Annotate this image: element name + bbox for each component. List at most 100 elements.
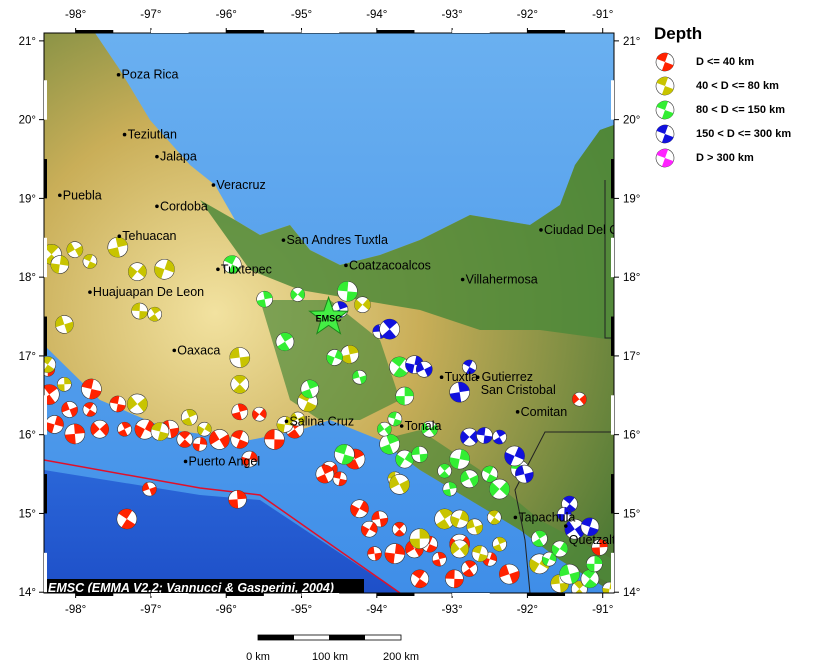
legend-ball[interactable] (654, 51, 676, 73)
event-beachball[interactable] (298, 377, 321, 400)
event-beachball[interactable] (113, 505, 141, 533)
event-beachball[interactable] (386, 410, 403, 427)
event-beachball[interactable] (375, 419, 395, 439)
event-beachball[interactable] (324, 347, 345, 368)
event-beachball[interactable] (497, 561, 522, 586)
event-beachball[interactable] (458, 557, 480, 579)
epicenter-marker[interactable]: EMSC (308, 295, 350, 335)
event-beachball[interactable] (80, 400, 99, 419)
event-beachball[interactable] (549, 538, 571, 560)
event-beachball[interactable] (579, 515, 602, 538)
event-beachball[interactable] (106, 235, 130, 259)
event-beachball[interactable] (385, 353, 413, 381)
event-beachball[interactable] (179, 407, 200, 428)
event-beachball[interactable] (447, 536, 472, 561)
event-beachball[interactable] (337, 281, 359, 303)
event-beachball[interactable] (264, 429, 285, 450)
event-beachball[interactable] (414, 359, 435, 380)
event-beachball[interactable] (591, 539, 608, 556)
event-beachball[interactable] (358, 518, 380, 540)
event-beachball[interactable] (230, 402, 250, 422)
event-beachball[interactable] (220, 253, 244, 277)
event-beachball[interactable] (206, 426, 233, 453)
event-beachball[interactable] (435, 461, 455, 481)
event-beachball[interactable] (131, 302, 148, 320)
event-beachball[interactable] (485, 475, 513, 503)
event-beachball[interactable] (79, 377, 103, 401)
event-beachball[interactable] (81, 252, 99, 270)
event-beachball[interactable] (557, 506, 572, 522)
event-beachball[interactable] (228, 489, 247, 509)
event-beachball[interactable] (470, 544, 490, 564)
event-beachball[interactable] (557, 562, 581, 586)
event-beachball[interactable] (131, 416, 158, 443)
legend-ball[interactable] (654, 99, 676, 121)
event-beachball[interactable] (411, 446, 429, 463)
event-beachball[interactable] (288, 409, 307, 428)
event-beachball[interactable] (418, 418, 440, 440)
event-beachball[interactable] (57, 376, 72, 392)
event-beachball[interactable] (390, 519, 410, 539)
event-beachball[interactable] (108, 395, 127, 414)
event-beachball[interactable] (115, 420, 134, 439)
event-beachball[interactable] (484, 508, 504, 528)
event-beachball[interactable] (145, 304, 164, 323)
event-beachball[interactable] (528, 528, 550, 550)
event-beachball[interactable] (371, 510, 389, 528)
event-beachball[interactable] (149, 421, 171, 443)
event-beachball[interactable] (377, 431, 403, 457)
event-beachball[interactable] (457, 467, 481, 491)
legend-ball[interactable] (654, 147, 676, 169)
event-beachball[interactable] (50, 254, 70, 274)
event-beachball[interactable] (395, 386, 414, 406)
event-beachball[interactable] (332, 442, 357, 467)
event-beachball[interactable] (561, 515, 589, 543)
legend-ball[interactable] (654, 75, 676, 97)
event-beachball[interactable] (376, 315, 404, 343)
event-beachball[interactable] (586, 555, 603, 573)
event-beachball[interactable] (540, 550, 558, 568)
event-beachball[interactable] (152, 257, 177, 282)
event-beachball[interactable] (501, 443, 527, 469)
event-beachball[interactable] (255, 290, 274, 309)
event-beachball[interactable] (442, 481, 458, 497)
event-beachball[interactable] (195, 420, 214, 439)
event-beachball[interactable] (273, 329, 298, 354)
event-beachball[interactable] (140, 480, 158, 498)
event-beachball[interactable] (479, 463, 501, 485)
event-beachball[interactable] (288, 285, 308, 305)
event-beachball[interactable] (386, 471, 413, 498)
event-beachball[interactable] (125, 259, 150, 284)
event-beachball[interactable] (457, 424, 482, 449)
event-beachball[interactable] (332, 470, 349, 487)
event-beachball[interactable] (513, 463, 535, 485)
event-beachball[interactable] (431, 551, 448, 568)
event-beachball[interactable] (64, 423, 86, 445)
event-beachball[interactable] (448, 447, 471, 470)
event-beachball[interactable] (53, 313, 76, 336)
event-beachball[interactable] (465, 517, 485, 537)
event-beachball[interactable] (123, 390, 151, 418)
event-beachball[interactable] (229, 346, 251, 368)
event-beachball[interactable] (250, 404, 270, 424)
event-beachball[interactable] (570, 389, 590, 409)
event-beachball[interactable] (87, 416, 112, 441)
event-beachball[interactable] (64, 239, 86, 261)
event-beachball[interactable] (445, 569, 464, 589)
event-beachball[interactable] (577, 566, 602, 591)
event-beachball[interactable] (313, 462, 337, 486)
event-beachball[interactable] (409, 528, 431, 549)
event-beachball[interactable] (384, 542, 406, 564)
event-beachball[interactable] (407, 566, 432, 591)
event-beachball[interactable] (228, 428, 251, 451)
event-beachball[interactable] (240, 449, 260, 469)
legend-ball[interactable] (654, 123, 676, 145)
event-beachball[interactable] (351, 369, 368, 386)
event-beachball[interactable] (460, 357, 479, 376)
event-beachball[interactable] (59, 399, 80, 420)
event-beachball[interactable] (367, 546, 383, 562)
event-beachball[interactable] (490, 427, 509, 446)
event-beachball[interactable] (490, 535, 508, 553)
event-beachball[interactable] (192, 436, 208, 452)
event-beachball[interactable] (339, 344, 360, 365)
